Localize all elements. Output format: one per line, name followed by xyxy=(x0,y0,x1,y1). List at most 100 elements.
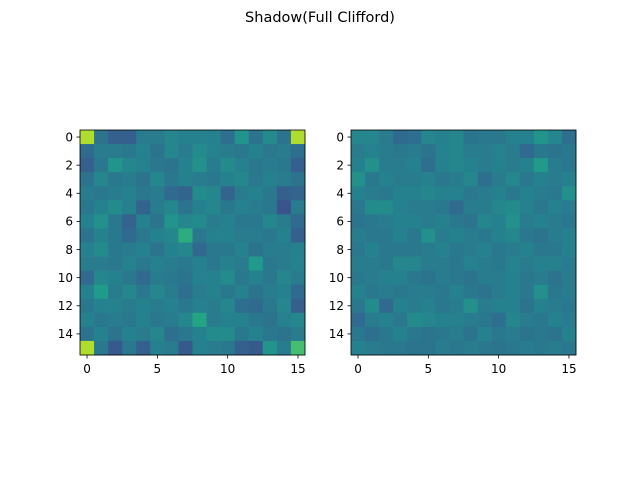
heatmap-cell-r6-c12 xyxy=(248,214,264,229)
heatmap-cell-r1-c11 xyxy=(234,144,250,159)
heatmap-cell-r13-c15 xyxy=(290,312,306,328)
heatmap-cell-r13-c6 xyxy=(164,312,179,328)
heatmap-cell-r3-c8 xyxy=(463,172,478,187)
heatmap-cell-r3-c8 xyxy=(192,172,207,187)
heatmap-cell-r1-c2 xyxy=(379,144,394,159)
heatmap-cell-r5-c12 xyxy=(248,200,264,215)
heatmap-cell-r12-c1 xyxy=(365,298,380,314)
axes-frame xyxy=(79,129,306,356)
heatmap-cell-r11-c1 xyxy=(365,284,380,300)
heatmap-cell-r13-c14 xyxy=(547,312,563,328)
heatmap-cell-r0-c9 xyxy=(206,130,221,145)
heatmap-cell-r14-c12 xyxy=(248,326,264,342)
heatmap-cell-r5-c7 xyxy=(178,200,193,215)
heatmap-cell-r9-c1 xyxy=(365,256,380,271)
heatmap-cell-r3-c5 xyxy=(421,172,436,187)
heatmap-cell-r14-c4 xyxy=(407,326,422,342)
heatmap-cell-r2-c15 xyxy=(561,158,577,173)
heatmap-cell-r7-c3 xyxy=(393,228,408,243)
heatmap-cell-r14-c2 xyxy=(108,326,123,342)
heatmap-cell-r1-c0 xyxy=(351,144,366,159)
heatmap-cell-r10-c10 xyxy=(220,270,236,286)
heatmap-cell-r13-c11 xyxy=(234,312,250,328)
heatmap-cell-r12-c0 xyxy=(351,298,366,314)
heatmap-cell-r13-c12 xyxy=(519,312,535,328)
heatmap-cell-r3-c9 xyxy=(206,172,221,187)
heatmap-cell-r3-c10 xyxy=(220,172,236,187)
heatmap-cell-r8-c2 xyxy=(108,242,123,257)
heatmap-cell-r14-c13 xyxy=(262,326,278,342)
heatmap-cell-r14-c6 xyxy=(435,326,450,342)
heatmap-cell-r6-c9 xyxy=(206,214,221,229)
heatmap-cell-r11-c11 xyxy=(505,284,521,300)
heatmap-cell-r8-c8 xyxy=(192,242,207,257)
heatmap-cell-r13-c11 xyxy=(505,312,521,328)
heatmap-cell-r11-c9 xyxy=(477,284,492,300)
heatmap-cell-r4-c3 xyxy=(122,186,137,201)
heatmap-cell-r12-c8 xyxy=(192,298,207,314)
heatmap-cell-r15-c7 xyxy=(449,340,464,356)
heatmap-cell-r5-c11 xyxy=(505,200,521,215)
heatmap-cell-r13-c7 xyxy=(178,312,193,328)
heatmap-cell-r5-c7 xyxy=(449,200,464,215)
heatmap-cell-r4-c11 xyxy=(234,186,250,201)
heatmap-cell-r6-c3 xyxy=(393,214,408,229)
heatmap-cell-r5-c15 xyxy=(290,200,306,215)
heatmap-cell-r13-c2 xyxy=(379,312,394,328)
heatmap-cell-r14-c1 xyxy=(365,326,380,342)
heatmap-panel-left: 0 5 10 15 0 2 4 6 8 10 12 14 xyxy=(58,129,306,376)
heatmap-cell-r12-c1 xyxy=(94,298,109,314)
heatmap-cell-r5-c9 xyxy=(206,200,221,215)
heatmap-cell-r8-c12 xyxy=(248,242,264,257)
heatmap-cell-r12-c10 xyxy=(491,298,507,314)
heatmap-cell-r1-c0 xyxy=(80,144,95,159)
heatmap-cell-r8-c0 xyxy=(351,242,366,257)
heatmap-cell-r10-c14 xyxy=(547,270,563,286)
heatmap-cell-r6-c6 xyxy=(164,214,179,229)
heatmap-cell-r10-c9 xyxy=(206,270,221,286)
heatmap-cell-r7-c0 xyxy=(80,228,95,243)
heatmap-cell-r2-c2 xyxy=(108,158,123,173)
heatmap-cell-r12-c5 xyxy=(150,298,165,314)
y-tick-label: 2 xyxy=(65,158,73,172)
heatmap-cell-r10-c3 xyxy=(393,270,408,286)
heatmap-cell-r0-c0 xyxy=(80,130,95,145)
heatmap-cell-r3-c7 xyxy=(178,172,193,187)
heatmap-cell-r14-c9 xyxy=(477,326,492,342)
heatmap-cell-r14-c15 xyxy=(561,326,577,342)
heatmap-cell-r8-c8 xyxy=(463,242,478,257)
heatmap-cell-r13-c0 xyxy=(351,312,366,328)
heatmap-cell-r4-c2 xyxy=(108,186,123,201)
heatmap-cell-r14-c3 xyxy=(393,326,408,342)
heatmap-cell-r6-c15 xyxy=(290,214,306,229)
heatmap-cell-r0-c12 xyxy=(248,130,264,145)
heatmap-cell-r10-c12 xyxy=(519,270,535,286)
heatmap-cell-r1-c13 xyxy=(533,144,549,159)
heatmap-cell-r14-c8 xyxy=(463,326,478,342)
heatmap-cell-r2-c7 xyxy=(178,158,193,173)
heatmap-cell-r10-c6 xyxy=(435,270,450,286)
heatmap-cell-r11-c6 xyxy=(435,284,450,300)
heatmap-cell-r10-c2 xyxy=(108,270,123,286)
heatmap-cell-r11-c14 xyxy=(276,284,292,300)
heatmap-cell-r9-c10 xyxy=(220,256,236,271)
heatmap-cell-r8-c10 xyxy=(220,242,236,257)
heatmap-cell-r2-c1 xyxy=(94,158,109,173)
heatmap-cell-r15-c10 xyxy=(220,340,236,356)
heatmap-cell-r2-c10 xyxy=(491,158,507,173)
heatmap-cell-r11-c13 xyxy=(262,284,278,300)
heatmap-cell-r6-c1 xyxy=(94,214,109,229)
heatmap-cell-r9-c9 xyxy=(206,256,221,271)
heatmap-cell-r14-c7 xyxy=(449,326,464,342)
heatmap-cell-r5-c3 xyxy=(122,200,137,215)
heatmap-cell-r1-c4 xyxy=(407,144,422,159)
heatmap-cell-r6-c12 xyxy=(519,214,535,229)
heatmap-cell-r12-c12 xyxy=(519,298,535,314)
heatmap-cell-r3-c5 xyxy=(150,172,165,187)
heatmap-cell-r4-c2 xyxy=(379,186,394,201)
heatmap-panel-right: 0 5 10 15 0 2 4 6 8 10 12 14 xyxy=(329,129,577,376)
heatmap-cell-r9-c14 xyxy=(276,256,292,271)
heatmap-cell-r7-c13 xyxy=(533,228,549,243)
heatmap-cell-r1-c11 xyxy=(505,144,521,159)
heatmap-cell-r0-c11 xyxy=(234,130,250,145)
